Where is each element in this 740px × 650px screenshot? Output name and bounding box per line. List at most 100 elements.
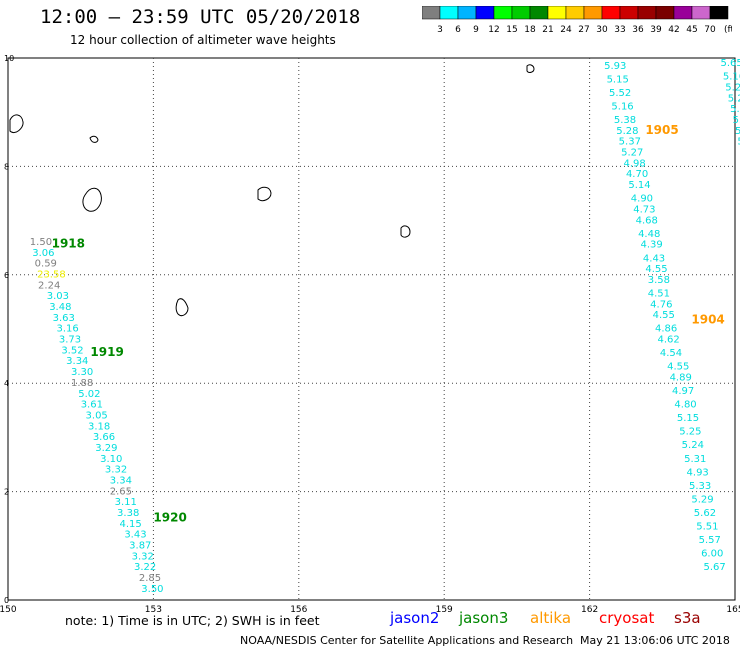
chart-title: 12:00 — 23:59 UTC 05/20/2018 [40,6,361,28]
wave-height-value: 3.63 [53,313,75,324]
wave-height-value: 5.51 [696,522,718,533]
wave-height-value: 3.66 [93,432,115,443]
wave-height-value: 5.37 [619,137,641,148]
wave-height-value: 3.34 [66,356,88,367]
wave-height-value: 5.25 [679,427,701,438]
wave-height-value: 6.00 [701,549,723,560]
legend-cryosat: cryosat [599,609,655,627]
color-scale-label: 18 [524,25,536,35]
wave-height-value: 3.32 [105,465,127,476]
island-outline [526,64,535,73]
x-tick-label: 153 [145,605,162,615]
color-scale-label: 24 [560,25,572,35]
color-scale-label: 45 [686,25,697,35]
island-outline [257,186,272,202]
wave-height-value: 4.68 [636,215,658,226]
y-tick-label: 10 [4,54,14,63]
x-tick-label: 150 [0,605,17,615]
wave-height-value: 5.16 [611,101,633,112]
color-scale-label: 12 [488,25,499,35]
wave-height-value: 4.98 [624,158,646,169]
color-scale-label: 70 [704,25,716,35]
legend-s3a: s3a [674,609,701,627]
timestamp: May 21 13:06:06 UTC 2018 [580,634,730,647]
wave-height-value: 3.52 [61,345,83,356]
wave-height-value: 4.15 [119,519,141,530]
color-scale-label: 42 [668,25,679,35]
x-tick-label: 159 [436,605,453,615]
wave-height-value: 5.27 [621,148,643,159]
wave-height-value: 5.15 [677,413,699,424]
x-tick-label: 162 [581,605,598,615]
y-tick-label: 6 [4,271,9,280]
wave-height-value: 5.38 [614,115,636,126]
wave-height-value: 3.87 [129,541,151,552]
island-outline [175,298,189,317]
island-outline [400,225,411,238]
legend-jason3: jason3 [459,609,509,627]
color-swatch [709,6,729,20]
color-scale-label: 27 [578,25,589,35]
wave-height-value: 2.24 [38,280,60,291]
wave-height-value: 0.59 [35,259,57,270]
wave-height-value: 5.22 [728,93,740,104]
color-scale-label: 15 [506,25,517,35]
legend-altika: altika [530,609,572,627]
wave-height-value: 5.02 [78,389,100,400]
wave-height-value: 4.39 [640,240,662,251]
wave-height-value: 3.73 [59,335,81,346]
wave-height-value: 3.16 [56,324,78,335]
x-tick-label: 156 [290,605,307,615]
wave-height-value: 3.58 [648,275,670,286]
plot-frame [7,57,736,601]
wave-height-value: 5.49 [733,115,740,126]
wave-height-value: 3.43 [124,530,146,541]
wave-height-value: 3.38 [117,508,139,519]
wave-height-value: 3.30 [71,367,93,378]
wave-height-value: 5.29 [691,494,713,505]
wave-height-value: 4.48 [638,229,660,240]
wave-height-value: 5.33 [689,481,711,492]
hour-label: 1919 [90,345,123,359]
wave-height-value: 3.03 [47,291,69,302]
wave-height-value: 5.93 [604,61,626,72]
hour-label: 1918 [52,237,85,251]
wave-height-value: 3.06 [32,248,54,259]
color-scale-label: 6 [455,25,461,35]
wave-height-value: 5.14 [628,180,650,191]
island-outline [82,187,102,212]
wave-height-value: 5.57 [699,535,721,546]
wave-height-value: 23.58 [37,270,66,281]
y-tick-label: 8 [4,162,9,171]
credit-text: NOAA/NESDIS Center for Satellite Applica… [240,634,574,647]
wave-height-value: 3.05 [86,410,108,421]
color-scale-label: 21 [542,25,553,35]
wave-height-value: 4.97 [672,386,694,397]
wave-height-value: 3.32 [132,551,154,562]
wave-height-value: 5.52 [609,88,631,99]
wave-height-value: 4.54 [660,348,682,359]
color-scale-label: 30 [596,25,608,35]
wave-height-value: 2.85 [139,573,161,584]
wave-height-value: 5.16 [730,104,740,115]
x-tick-label: 165 [726,605,740,615]
wave-height-value: 3.22 [134,562,156,573]
wave-height-value: 4.93 [687,467,709,478]
island-outline [89,135,99,143]
wave-height-value: 5.15 [607,74,629,85]
wave-height-value: 4.76 [650,299,672,310]
color-scale-label: 9 [473,25,479,35]
hour-label: 1905 [645,123,678,137]
wave-height-value: 3.29 [95,443,117,454]
wave-height-value: 5.28 [616,126,638,137]
hour-label: 1920 [153,510,186,524]
wave-height-value: 4.86 [655,324,677,335]
color-scale-label: 36 [632,25,644,35]
footer-note: note: 1) Time is in UTC; 2) SWH is in fe… [65,613,320,628]
wave-height-value: 3.61 [81,400,103,411]
wave-height-value: 4.80 [674,400,696,411]
wave-height-value: 4.55 [645,264,667,275]
wave-height-value: 4.90 [631,194,653,205]
